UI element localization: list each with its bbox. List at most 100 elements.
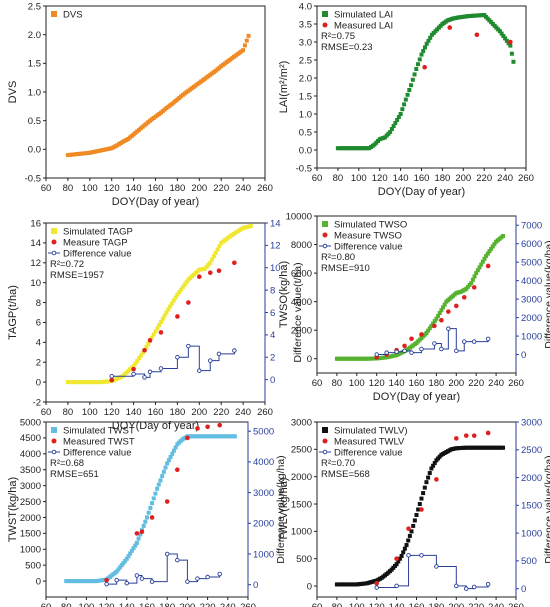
y2-tick-label: 0 — [270, 375, 275, 386]
x-tick-label: 220 — [213, 183, 229, 194]
x-tick-label: 120 — [369, 602, 385, 607]
measured-point — [447, 25, 453, 30]
y-tick-label: 2500 — [291, 445, 312, 456]
legend-marker — [51, 449, 57, 455]
x-tick-label: 220 — [468, 602, 484, 607]
sim-point — [180, 285, 185, 290]
sim-point — [406, 538, 411, 543]
sim-point — [407, 533, 412, 538]
y2-tick-label: 5000 — [521, 257, 542, 268]
y2-tick-label: 3000 — [253, 488, 274, 499]
y2-tick-label: 1000 — [521, 331, 542, 342]
sim-point — [133, 361, 138, 366]
difference-point — [124, 580, 130, 586]
x-tick-label: 60 — [312, 173, 323, 184]
difference-point — [216, 351, 222, 357]
measured-point — [175, 314, 180, 319]
x-tick-label: 200 — [448, 378, 464, 389]
legend-marker — [322, 221, 328, 227]
measured-point — [147, 338, 153, 343]
y2-tick-label: 4000 — [253, 457, 274, 468]
y-axis-label: TAGP(t/ha) — [7, 285, 19, 340]
measured-point — [186, 300, 191, 305]
x-tick-label: 200 — [191, 407, 207, 418]
x-tick-label: 160 — [409, 602, 425, 607]
y2-tick-label: 0 — [521, 350, 526, 361]
sim-point — [401, 550, 406, 555]
sim-point — [414, 512, 419, 517]
difference-point — [485, 581, 491, 587]
difference-point — [394, 583, 399, 589]
measured-point — [394, 556, 399, 562]
sim-point — [404, 543, 409, 548]
sim-point — [146, 341, 151, 346]
sim-point — [156, 482, 161, 487]
sim-point — [421, 491, 426, 496]
sim-point — [501, 445, 506, 450]
legend-label: Simulated TAGP — [63, 226, 133, 237]
x-axis-label: DOY(Day of year) — [112, 196, 199, 208]
y-tick-label: 2000 — [291, 325, 312, 336]
x-tick-label: 100 — [349, 602, 365, 607]
difference-point — [419, 553, 424, 558]
y2-tick-label: 10 — [270, 263, 281, 274]
sim-point — [128, 551, 133, 556]
sim-point — [168, 304, 173, 309]
x-tick-label: 260 — [257, 183, 273, 194]
x-tick-label: 100 — [82, 407, 98, 418]
y-tick-label: 4000 — [20, 449, 41, 460]
sim-point — [470, 277, 475, 282]
stats-label: R²=0.75 — [321, 31, 355, 42]
sim-point — [428, 35, 433, 40]
y-tick-label: 1.0 — [28, 87, 41, 98]
measured-point — [422, 64, 427, 70]
difference-point — [158, 366, 164, 371]
sim-point — [426, 38, 431, 43]
measured-point — [402, 343, 407, 349]
sim-point — [391, 124, 396, 128]
sim-point — [487, 249, 492, 254]
sim-point — [472, 274, 477, 279]
measured-point — [461, 295, 467, 300]
sim-point — [403, 97, 408, 102]
x-tick-label: 80 — [333, 173, 344, 184]
measured-point — [104, 577, 109, 583]
y-tick-label: 8000 — [291, 240, 312, 251]
measured-point — [207, 270, 213, 276]
y2-tick-label: 2000 — [521, 313, 542, 324]
sim-point — [482, 256, 487, 261]
sim-point — [215, 247, 220, 252]
stats-label: RMSE=568 — [321, 469, 370, 480]
sim-point — [158, 478, 163, 483]
x-tick-label: 120 — [372, 173, 388, 184]
x-tick-label: 60 — [41, 407, 52, 418]
y-tick-label: 1.5 — [299, 91, 312, 102]
sim-point — [213, 250, 218, 255]
measured-point — [471, 285, 477, 290]
x-tick-label: 80 — [63, 183, 74, 194]
sim-point — [184, 280, 189, 285]
difference-point — [197, 368, 202, 373]
sim-point — [182, 282, 187, 287]
sim-point — [121, 561, 126, 566]
y-tick-label: 6 — [36, 318, 41, 329]
measured-point — [374, 581, 380, 586]
y2-tick-label: 1000 — [253, 549, 274, 560]
sim-point — [160, 316, 165, 321]
y-tick-label: 1500 — [291, 499, 312, 510]
measured-point — [109, 377, 114, 383]
y-axis-label: TWST(kg/ha) — [7, 477, 19, 542]
sim-point — [155, 486, 160, 491]
sim-point — [492, 242, 497, 247]
x-tick-label: 140 — [119, 602, 135, 607]
difference-line — [376, 328, 489, 356]
sim-point — [114, 569, 119, 574]
x-axis-label: DOY(Day of year) — [378, 186, 465, 198]
x-tick-label: 260 — [240, 602, 256, 607]
difference-point — [374, 352, 379, 357]
x-tick-label: 200 — [191, 183, 207, 194]
sim-point — [131, 364, 136, 369]
sim-point — [398, 112, 403, 116]
measured-point — [149, 515, 155, 520]
sim-point — [434, 316, 439, 321]
